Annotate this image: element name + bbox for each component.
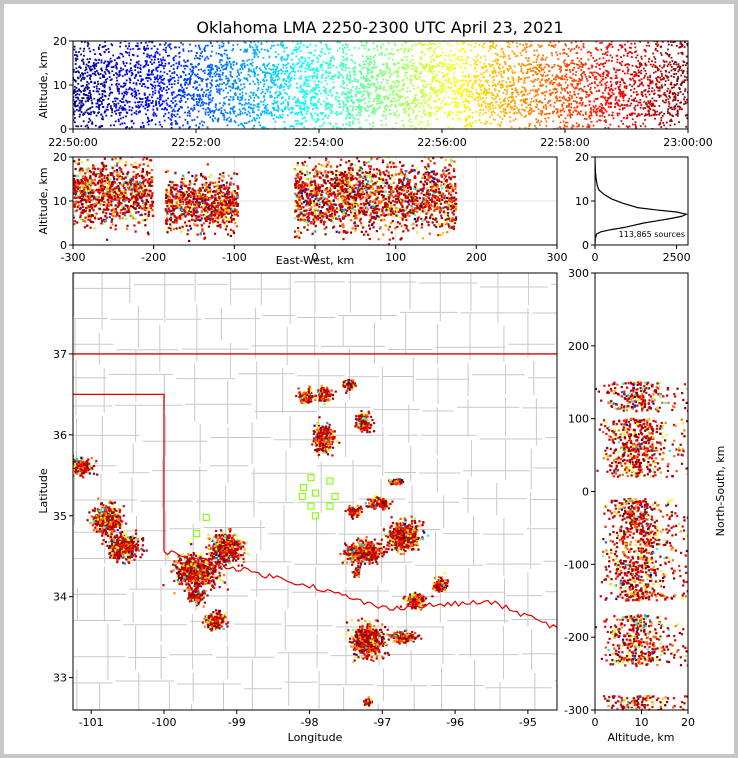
- map-xtick-label: -97: [373, 716, 391, 729]
- time-height-ytick-label: 10: [53, 79, 67, 92]
- map-ytick-label: 34: [53, 591, 67, 604]
- histogram-xtick-label: 0: [592, 251, 599, 264]
- map-ytick-label: 33: [53, 672, 67, 685]
- time-height-panel: 0 10 20 22:50:00 22:52:00 22:54:00 22:56:00 22:…: [37, 35, 713, 149]
- north-south-ylabel: North-South, km: [714, 446, 727, 537]
- north-south-ytick-label: 0: [582, 486, 589, 499]
- time-height-ytick-label: 20: [53, 35, 67, 48]
- histogram-source-count: 113,865 sources: [619, 230, 685, 239]
- map-xlabel: Longitude: [288, 731, 343, 744]
- lma-figure: Oklahoma LMA 2250-2300 UTC April 23, 202…: [37, 18, 727, 744]
- map-sources: [73, 379, 450, 707]
- map-xtick-label: -96: [446, 716, 464, 729]
- map-xtick-label: -99: [228, 716, 246, 729]
- map-xtick-label: -101: [79, 716, 104, 729]
- map-xtick-label: -95: [519, 716, 537, 729]
- lma-station-marker: [311, 512, 319, 520]
- east-west-xtick-label: -100: [222, 251, 247, 264]
- state-border-panhandle: [73, 393, 165, 552]
- altitude-histogram-panel: 0 10 20 0 2500 113,865 sources: [575, 151, 691, 264]
- plan-view-map-panel: 33 34 35 36 37 -101 -100 -99 -98 -97 -96 -95 Latitu…: [37, 272, 558, 744]
- time-height-xtick-label: 22:56:00: [417, 136, 466, 149]
- lma-station-marker: [326, 502, 334, 510]
- east-west-xlabel: East-West, km: [276, 254, 354, 267]
- east-west-xtick-label: 300: [547, 251, 568, 264]
- histogram-xtick-label: 2500: [663, 251, 691, 264]
- map-xtick-label: -100: [151, 716, 176, 729]
- altitude-histogram-line: [595, 157, 688, 245]
- map-ytick-label: 36: [53, 429, 67, 442]
- east-west-sources: [73, 157, 458, 245]
- north-south-xtick-label: 0: [592, 716, 599, 729]
- north-south-xlabel: Altitude, km: [607, 731, 674, 744]
- east-west-ytick-label: 0: [60, 239, 67, 252]
- map-ytick-label: 37: [53, 348, 67, 361]
- figure-title: Oklahoma LMA 2250-2300 UTC April 23, 202…: [196, 18, 563, 37]
- time-height-ytick-label: 0: [60, 123, 67, 136]
- lma-station-marker: [311, 489, 319, 497]
- lma-station-marker: [300, 483, 308, 492]
- east-west-xtick-label: 0: [312, 251, 319, 264]
- east-west-xtick-label: -300: [61, 251, 86, 264]
- lma-station-marker: [307, 474, 315, 482]
- time-height-xtick-label: 22:50:00: [48, 136, 97, 149]
- north-south-ytick-label: -300: [564, 704, 589, 717]
- east-west-xtick-label: -200: [141, 251, 166, 264]
- north-south-ytick-label: 100: [568, 413, 589, 426]
- time-height-xtick-label: 22:58:00: [540, 136, 589, 149]
- lma-station-marker: [331, 492, 339, 500]
- time-height-xtick-label: 23:00:00: [663, 136, 712, 149]
- map-ytick-label: 35: [53, 510, 67, 523]
- north-south-panel: -300 -200 -100 0 100 200 300 0 10 20 North-South,…: [564, 267, 727, 744]
- north-south-ytick-label: 200: [568, 340, 589, 353]
- north-south-xtick-label: 10: [635, 716, 649, 729]
- east-west-ytick-label: 10: [53, 195, 67, 208]
- time-height-xtick-label: 22:52:00: [171, 136, 220, 149]
- lma-station-marker: [193, 530, 201, 538]
- north-south-ytick-label: 300: [568, 267, 589, 280]
- east-west-xtick-label: 100: [385, 251, 406, 264]
- map-ylabel: Latitude: [37, 468, 50, 514]
- time-height-xtick-label: 22:54:00: [294, 136, 343, 149]
- map-xtick-label: -98: [301, 716, 319, 729]
- lma-station-marker: [307, 502, 315, 510]
- state-border-river: [163, 550, 557, 629]
- histogram-ytick-label: 0: [582, 239, 589, 252]
- east-west-xtick-label: 200: [466, 251, 487, 264]
- histogram-ytick-label: 20: [575, 151, 589, 164]
- time-height-ylabel: Altitude, km: [37, 51, 50, 118]
- lma-station-marker: [202, 513, 210, 521]
- east-west-ytick-label: 20: [53, 151, 67, 164]
- figure-frame: Oklahoma LMA 2250-2300 UTC April 23, 202…: [4, 4, 734, 754]
- north-south-ytick-label: -100: [564, 558, 589, 571]
- north-south-xtick-label: 20: [681, 716, 695, 729]
- time-height-sources: [73, 41, 688, 129]
- north-south-ytick-label: -200: [564, 631, 589, 644]
- north-south-sources: [595, 381, 688, 710]
- histogram-ytick-label: 10: [575, 195, 589, 208]
- lma-station-marker: [326, 477, 334, 485]
- east-west-ylabel: Altitude, km: [37, 167, 50, 234]
- lma-station-marker: [298, 492, 306, 500]
- east-west-panel: 0 10 20 -300 -200 -100 0 100 200 300 Altitude, km…: [37, 151, 568, 267]
